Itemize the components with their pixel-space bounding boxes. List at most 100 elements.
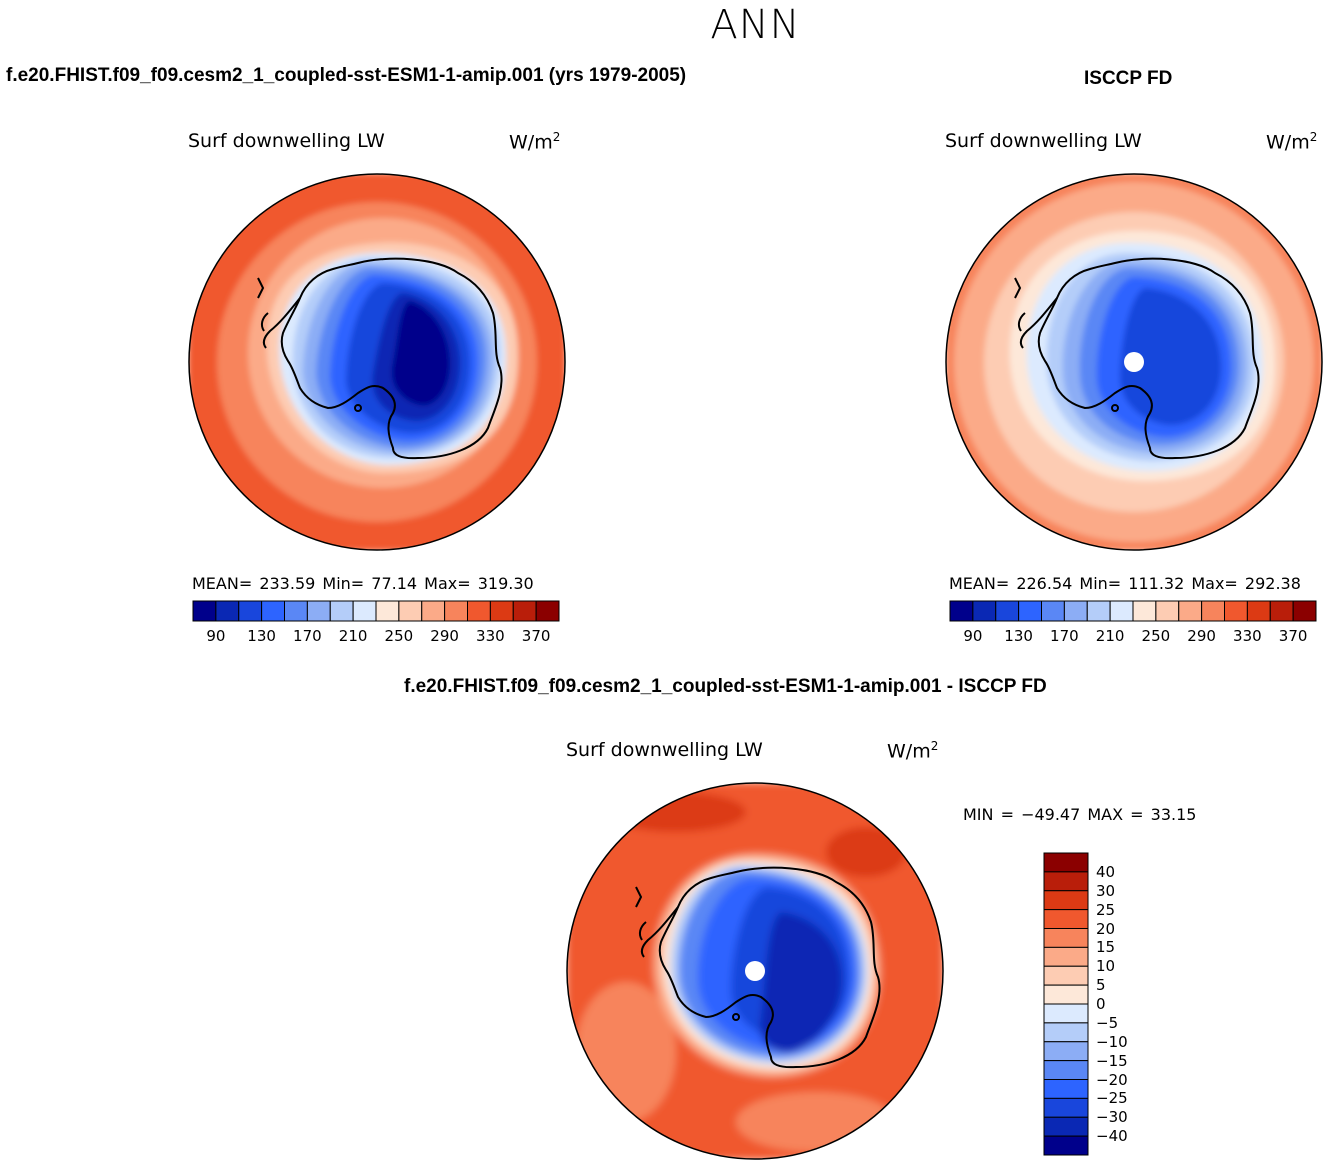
map3-patch-30: [826, 827, 906, 877]
page-title: ANN: [710, 2, 801, 48]
panel1-units-base: W/m: [509, 131, 553, 154]
colorbar-3-box: [1043, 965, 1089, 986]
colorbar-2-box: [1041, 600, 1065, 622]
panel1-stats: MEAN= 233.59 Min= 77.14 Max= 319.30: [192, 574, 534, 593]
map1-peninsula: [260, 297, 301, 349]
colorbar-1-box: [467, 600, 491, 622]
colorbar-2-box: [1269, 600, 1294, 622]
colorbar-1-box: [489, 600, 514, 622]
colorbar-2-box: [1155, 600, 1180, 622]
colorbar-2-box: [1201, 600, 1225, 622]
map3-coastline: [658, 866, 881, 1069]
colorbar-1-box: [329, 600, 354, 622]
map2-pole-mask: [1124, 352, 1144, 372]
colorbar-2-box: [972, 600, 997, 622]
colorbar-1-box: [192, 600, 217, 622]
colorbar-3-tick-label: −20: [1096, 1070, 1128, 1089]
colorbar-1-tick-label: 250: [384, 627, 414, 645]
colorbar-3-tick-label: −40: [1096, 1127, 1128, 1146]
panel3-units-base: W/m: [887, 740, 931, 763]
map2-peninsula: [1017, 297, 1058, 349]
colorbar-3-tick-label: 40: [1096, 862, 1116, 881]
colorbar-3-box: [1043, 1060, 1089, 1080]
colorbar-1-box: [421, 600, 446, 622]
map1-islands-west: [257, 277, 265, 299]
map3-islands-west: [635, 886, 643, 908]
colorbar-2-tick-label: 330: [1233, 627, 1262, 645]
colorbar-2-box: [1178, 600, 1203, 622]
colorbar-1-tick-label: 210: [338, 627, 368, 645]
colorbar-3-tick-label: 25: [1096, 900, 1116, 919]
colorbar-1-box: [398, 600, 423, 622]
colorbar-2-tick-label: 130: [1004, 627, 1033, 645]
colorbar-3-tick-label: 5: [1096, 976, 1106, 995]
colorbar-3-tick-label: −25: [1096, 1089, 1128, 1108]
map2-border: [945, 173, 1323, 551]
obs-title: ISCCP FD: [1084, 68, 1173, 89]
colorbar-1-tick-label: 290: [430, 627, 459, 645]
colorbar-3-box: [1043, 1116, 1089, 1137]
map2-island: [1111, 404, 1119, 412]
map2-coastline: [1037, 257, 1260, 460]
diff-title: f.e20.FHIST.f09_f09.cesm2_1_coupled-sst-…: [404, 676, 1047, 697]
colorbar-2-tick-label: 290: [1187, 627, 1216, 645]
colorbar-2-box: [1086, 600, 1111, 622]
colorbar-1-box: [444, 600, 468, 622]
map1-island: [354, 404, 362, 412]
panel2-units-base: W/m: [1266, 131, 1310, 154]
colorbar-3-tick-label: 15: [1096, 938, 1116, 957]
panel2-units: W/m2: [1266, 130, 1317, 153]
colorbar-3-tick-label: 10: [1096, 957, 1116, 976]
colorbar-3-tick-label: −30: [1096, 1108, 1128, 1127]
map3-band-neg30: [760, 912, 843, 1053]
colorbar-3-box: [1043, 1003, 1089, 1024]
panel3-units: W/m2: [887, 739, 938, 762]
colorbar-3-box: [1043, 928, 1089, 948]
colorbar-1-tick-label: 170: [293, 627, 322, 645]
panel3-variable-label: Surf downwelling LW: [566, 739, 763, 761]
colorbar-1-box: [238, 600, 263, 622]
map3-peninsula: [638, 906, 679, 958]
panel3-stats: MIN = −49.47 MAX = 33.15: [963, 805, 1197, 824]
map1-coastline: [280, 257, 503, 460]
colorbar-1-tick-label: 330: [476, 627, 505, 645]
colorbar-1-box: [306, 600, 331, 622]
colorbar-2-box: [995, 600, 1020, 622]
map2-band-130: [1120, 288, 1222, 425]
panel1-units-exp: 2: [552, 130, 561, 144]
colorbar-1-box: [512, 600, 537, 622]
panel2-units-exp: 2: [1309, 130, 1318, 144]
colorbar-2-tick-label: 90: [963, 627, 983, 645]
colorbar-3-box: [1043, 1079, 1089, 1099]
map3-patch-15b: [736, 1092, 896, 1152]
map-panel-2: [945, 173, 1323, 551]
map2-islands-west: [1014, 277, 1022, 299]
colorbar-3-tick-label: 0: [1096, 995, 1106, 1013]
map3-border: [566, 782, 944, 1160]
map-panel-1: [188, 173, 566, 551]
colorbar-panel-2: [949, 600, 1317, 622]
colorbar-2-tick-label: 250: [1141, 627, 1171, 645]
colorbar-3-box: [1043, 871, 1089, 892]
panel2-stats: MEAN= 226.54 Min= 111.32 Max= 292.38: [949, 574, 1301, 593]
colorbar-2-tick-label: 170: [1050, 627, 1079, 645]
colorbar-1-box: [284, 600, 308, 622]
colorbar-2-tick-label: 370: [1278, 627, 1308, 645]
colorbar-3-box: [1043, 946, 1089, 967]
colorbar-3-box: [1043, 1022, 1089, 1043]
colorbar-3-box: [1043, 852, 1089, 873]
colorbar-2-box: [1246, 600, 1271, 622]
colorbar-3-box: [1043, 909, 1089, 929]
colorbar-3-box: [1043, 984, 1089, 1005]
colorbar-2-tick-label: 210: [1095, 627, 1125, 645]
colorbar-3-tick-label: −15: [1096, 1051, 1128, 1070]
map3-pole-mask: [745, 961, 765, 981]
colorbar-panel-1-ticks: 90 130 170 210 250 290 330 370: [192, 627, 560, 647]
colorbar-3-box: [1043, 1097, 1089, 1118]
colorbar-3-box: [1043, 1041, 1089, 1062]
colorbar-1-tick-label: 130: [247, 627, 276, 645]
map1-band-90: [391, 301, 450, 406]
colorbar-1-tick-label: 90: [206, 627, 226, 645]
colorbar-1-box: [215, 600, 240, 622]
panel1-variable-label: Surf downwelling LW: [188, 130, 385, 152]
